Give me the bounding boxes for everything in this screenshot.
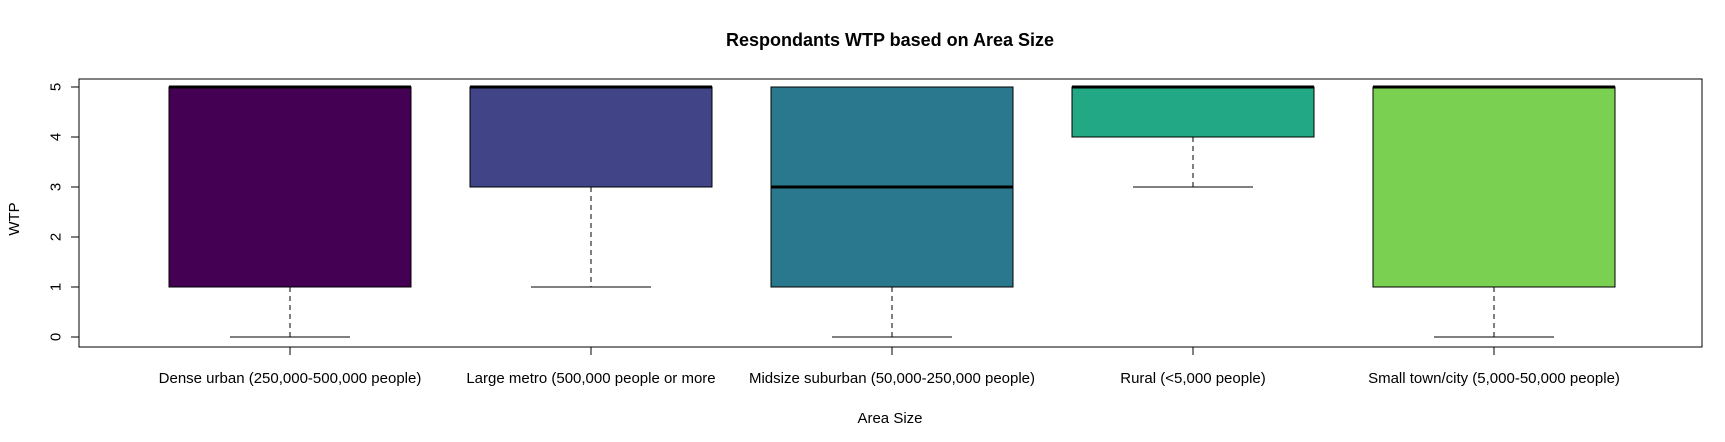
y-tick-label: 4 bbox=[48, 133, 65, 141]
y-tick-label: 5 bbox=[48, 83, 65, 91]
chart-title: Respondants WTP based on Area Size bbox=[726, 30, 1054, 50]
x-axis: Dense urban (250,000-500,000 people) Larg… bbox=[159, 347, 1620, 387]
x-tick-label: Dense urban (250,000-500,000 people) bbox=[159, 370, 422, 387]
y-tick-label: 2 bbox=[48, 233, 65, 241]
y-axis-label: WTP bbox=[6, 202, 23, 235]
y-tick-label: 0 bbox=[48, 333, 65, 341]
box-3 bbox=[770, 86, 1014, 338]
y-tick-label: 3 bbox=[48, 183, 65, 191]
box-2 bbox=[469, 85, 713, 288]
x-tick-label: Large metro (500,000 people or more bbox=[466, 370, 715, 387]
box-body bbox=[168, 86, 412, 288]
box-1 bbox=[168, 85, 412, 338]
x-tick-label: Midsize suburban (50,000-250,000 people) bbox=[749, 370, 1035, 387]
box-5 bbox=[1372, 85, 1616, 338]
y-axis: 0 1 2 3 4 5 bbox=[48, 83, 80, 341]
box-4 bbox=[1071, 85, 1315, 188]
box-body bbox=[1071, 86, 1315, 138]
x-axis-label: Area Size bbox=[857, 410, 922, 427]
box-group bbox=[168, 85, 1616, 338]
box-body bbox=[1372, 86, 1616, 288]
x-tick-label: Small town/city (5,000-50,000 people) bbox=[1368, 370, 1620, 387]
box-body bbox=[469, 86, 713, 188]
x-tick-label: Rural (<5,000 people) bbox=[1120, 370, 1266, 387]
y-tick-label: 1 bbox=[48, 283, 65, 291]
